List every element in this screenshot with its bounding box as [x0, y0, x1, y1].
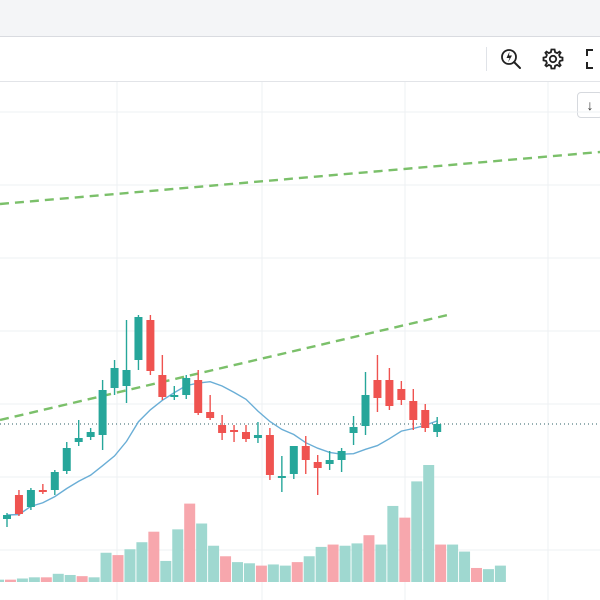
- volume-bar: [471, 567, 482, 582]
- volume-bar: [494, 565, 506, 582]
- volume-bar: [327, 544, 339, 582]
- volume-bar: [196, 523, 208, 582]
- volume-bar: [243, 563, 255, 582]
- volume-bar: [482, 569, 494, 582]
- candles: [3, 315, 442, 527]
- volume-bar: [303, 556, 315, 582]
- candle-body: [242, 432, 250, 439]
- candle-body: [313, 462, 322, 468]
- window-top-bar: [0, 0, 600, 37]
- candle-body: [253, 435, 262, 438]
- candle-body: [218, 425, 227, 433]
- volume-bar: [0, 579, 4, 582]
- candle-body: [206, 412, 215, 418]
- volume-bar: [339, 545, 351, 582]
- volume-bar: [28, 577, 40, 582]
- candle-body: [397, 389, 406, 400]
- candle-body: [86, 432, 95, 437]
- candle-body: [182, 378, 191, 395]
- volume-bar: [363, 535, 375, 582]
- candle-body: [349, 427, 358, 433]
- candle-body: [98, 390, 107, 435]
- candle-body: [277, 476, 286, 478]
- volume-bar: [435, 544, 447, 582]
- candle-body: [230, 430, 239, 432]
- volume-bar: [291, 562, 303, 582]
- volume-bar: [112, 555, 124, 582]
- settings-button[interactable]: [537, 43, 569, 75]
- volume-bar: [76, 576, 88, 582]
- candle-body: [265, 435, 274, 475]
- candle-body: [110, 368, 119, 388]
- arrow-down-icon: ↓: [586, 97, 594, 113]
- volume-bar: [351, 543, 363, 582]
- volume-bar: [16, 578, 28, 582]
- candle-body: [289, 446, 298, 474]
- volume-bar: [124, 549, 136, 582]
- volume-bar: [375, 544, 387, 582]
- candle-body: [409, 401, 418, 420]
- candle-body: [14, 495, 23, 514]
- volume-bar: [160, 560, 172, 582]
- candle-body: [385, 380, 394, 406]
- volume-bar: [64, 574, 76, 582]
- fullscreen-button[interactable]: [580, 43, 600, 75]
- volume-bar: [172, 529, 184, 582]
- candle-body: [325, 460, 334, 464]
- candle-body: [194, 380, 203, 413]
- volume-bar: [279, 565, 291, 582]
- fullscreen-icon: [586, 49, 593, 69]
- candle-body: [301, 446, 310, 460]
- volume-bar: [148, 531, 160, 582]
- volume-bar: [136, 542, 148, 582]
- lower-trendline: [0, 312, 453, 422]
- volume-bar: [100, 552, 112, 582]
- candle-body: [38, 490, 47, 492]
- candle-body: [337, 451, 346, 460]
- candle-body: [433, 424, 442, 432]
- volume-bar: [52, 573, 64, 582]
- candle-body: [62, 448, 71, 471]
- volume-bar: [399, 517, 411, 582]
- candle-body: [3, 515, 11, 519]
- candle-body: [146, 320, 155, 371]
- candle-body: [158, 375, 167, 397]
- volume-bar: [40, 577, 52, 582]
- trendlines: [0, 150, 600, 425]
- volume-bar: [459, 551, 471, 582]
- price-chart[interactable]: [0, 82, 600, 600]
- candle-body: [134, 317, 143, 360]
- volume-bar: [184, 503, 196, 582]
- candle-body: [373, 380, 382, 398]
- volume-bars: [0, 465, 506, 582]
- volume-bar: [411, 481, 423, 582]
- upper-trendline: [0, 150, 600, 206]
- volume-bar: [88, 577, 100, 582]
- volume-bar: [208, 545, 220, 582]
- volume-bar: [267, 564, 279, 582]
- candle-body: [361, 395, 370, 426]
- volume-bar: [423, 465, 435, 582]
- candle-body: [421, 410, 430, 428]
- chart-toolbar: [0, 37, 600, 82]
- candle-body: [26, 490, 35, 507]
- volume-bar: [220, 556, 232, 582]
- volume-bar: [232, 562, 243, 582]
- replay-icon: [501, 49, 521, 69]
- candle-body: [170, 395, 179, 397]
- candle-body: [74, 438, 83, 442]
- volume-bar: [315, 546, 327, 582]
- volume-bar: [387, 505, 399, 582]
- candle-body: [50, 472, 59, 490]
- moving-average-line: [6, 380, 438, 516]
- volume-bar: [447, 544, 459, 582]
- replay-button[interactable]: [495, 43, 527, 75]
- toolbar-separator: [486, 47, 487, 71]
- moving-average: [6, 380, 438, 516]
- volume-bar: [4, 579, 16, 582]
- gear-icon: [542, 48, 564, 70]
- volume-bar: [255, 565, 267, 582]
- candle-body: [122, 370, 131, 386]
